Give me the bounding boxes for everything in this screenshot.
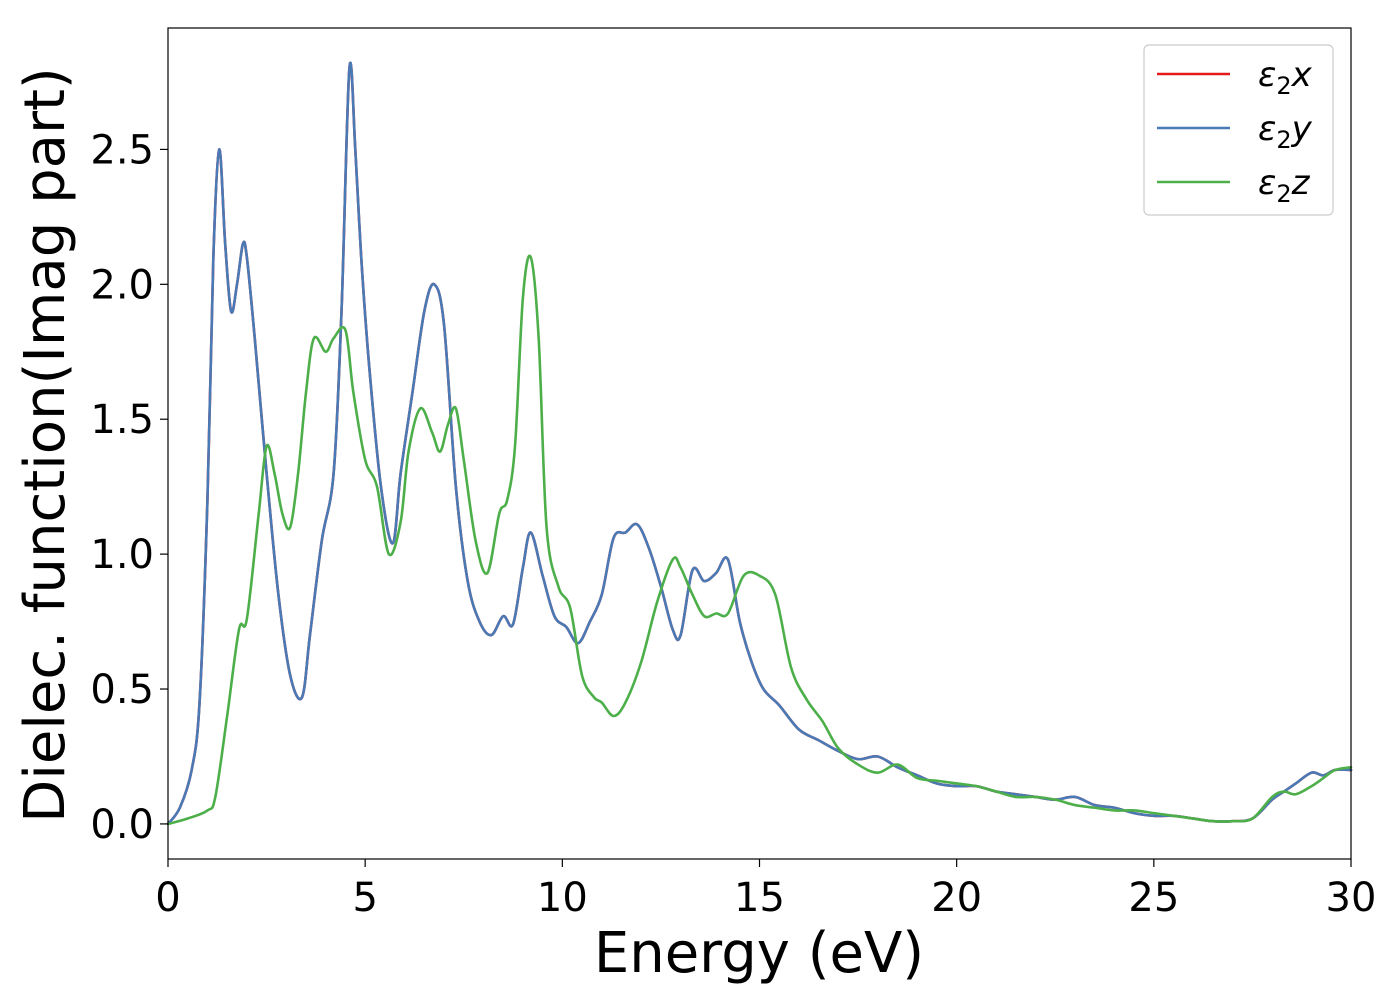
legend-label-z: ε2z bbox=[1258, 163, 1311, 208]
legend: ε2x ε2y ε2z bbox=[1143, 44, 1334, 216]
series-line-y bbox=[166, 61, 1353, 826]
y-axis-ticks: 0.0 0.5 1.0 1.5 2.0 2.5 bbox=[90, 127, 168, 848]
y-tick-label: 0.5 bbox=[90, 667, 154, 713]
y-tick-label: 0.0 bbox=[90, 802, 154, 848]
legend-label-x: ε2x bbox=[1258, 55, 1313, 100]
legend-label-y: ε2y bbox=[1258, 109, 1313, 154]
x-tick-label: 30 bbox=[1326, 875, 1377, 921]
y-tick-label: 2.5 bbox=[90, 127, 154, 173]
y-tick-label: 2.0 bbox=[90, 262, 154, 308]
y-axis-label: Dielec. function(Imag part) bbox=[13, 67, 78, 823]
series-lines bbox=[166, 61, 1353, 826]
x-axis-label: Energy (eV) bbox=[594, 921, 924, 986]
x-tick-label: 20 bbox=[931, 875, 982, 921]
x-tick-label: 25 bbox=[1128, 875, 1179, 921]
x-axis-ticks: 0 5 10 15 20 25 30 bbox=[155, 859, 1376, 921]
legend-box bbox=[1143, 44, 1334, 216]
y-tick-label: 1.0 bbox=[90, 532, 154, 578]
series-line-z bbox=[166, 254, 1353, 826]
x-tick-label: 0 bbox=[155, 875, 180, 921]
x-tick-label: 10 bbox=[537, 875, 588, 921]
x-tick-label: 5 bbox=[352, 875, 377, 921]
y-tick-label: 1.5 bbox=[90, 397, 154, 443]
x-tick-label: 15 bbox=[734, 875, 785, 921]
